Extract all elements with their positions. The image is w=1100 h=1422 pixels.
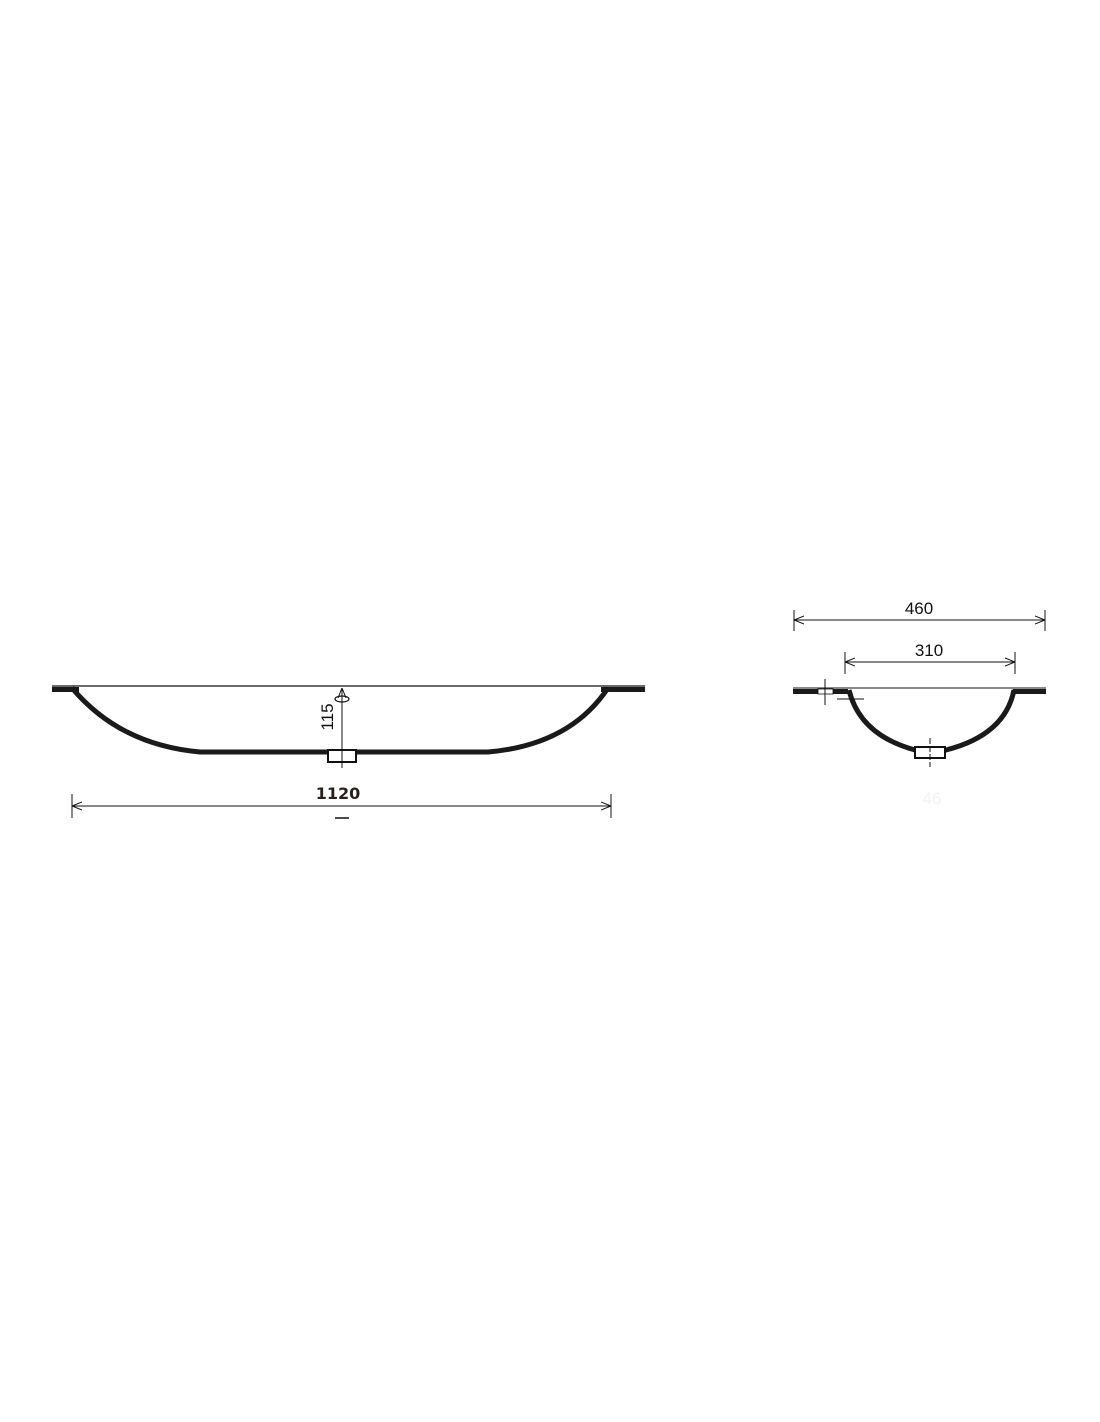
left-slab [52, 687, 79, 692]
width-label: 1120 [316, 784, 361, 803]
faint-label: 46 [923, 789, 942, 808]
right-slab [1013, 689, 1046, 694]
basin-profile [70, 686, 611, 755]
inner-width-label: 310 [915, 641, 943, 660]
depth-label: 115 [318, 703, 337, 730]
front-view: 115 1120 [52, 685, 645, 819]
right-slab [601, 687, 645, 692]
side-view: 460 310 46 [793, 599, 1046, 808]
center-mark [334, 695, 350, 703]
basin-profile [846, 689, 1017, 753]
outer-width-label: 460 [905, 599, 933, 618]
